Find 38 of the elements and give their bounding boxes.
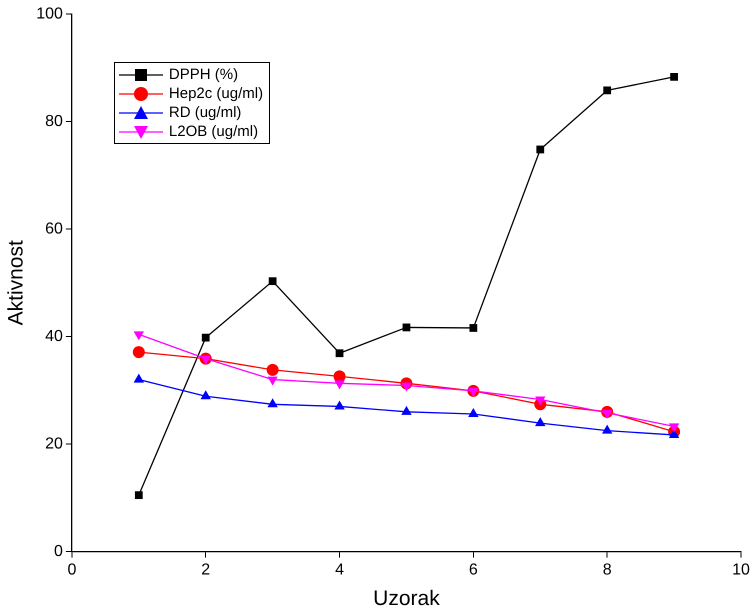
x-tick-label: 2 bbox=[201, 562, 210, 579]
point bbox=[670, 73, 678, 81]
point bbox=[134, 331, 144, 340]
point bbox=[668, 423, 680, 432]
y-axis-title: Aktivnost bbox=[4, 240, 28, 326]
x-tick-label: 6 bbox=[468, 562, 478, 579]
point bbox=[202, 334, 210, 342]
legend-label: DPPH (%) bbox=[168, 65, 238, 84]
point bbox=[336, 349, 344, 358]
y-tick-label: 60 bbox=[45, 220, 63, 238]
point bbox=[268, 277, 277, 286]
point bbox=[334, 380, 345, 390]
point bbox=[603, 86, 612, 94]
point bbox=[267, 376, 278, 386]
point bbox=[266, 364, 279, 376]
y-tick-label: 40 bbox=[45, 328, 63, 345]
x-tick-label: 4 bbox=[335, 562, 344, 579]
point bbox=[200, 356, 211, 365]
y-tick-label: 80 bbox=[45, 112, 63, 130]
point bbox=[535, 396, 546, 406]
point bbox=[469, 324, 478, 332]
point bbox=[602, 410, 612, 419]
x-tick-label: 10 bbox=[732, 562, 750, 579]
legend-label: RD (ug/ml) bbox=[168, 103, 242, 122]
legend-label: L2OB (ug/ml) bbox=[168, 122, 258, 141]
y-tick-label: 0 bbox=[54, 543, 63, 560]
point bbox=[132, 346, 145, 358]
legend-label: Hep2c (ug/ml) bbox=[168, 84, 264, 103]
x-tick-label: 0 bbox=[67, 562, 76, 579]
point bbox=[401, 382, 412, 392]
point bbox=[536, 146, 544, 154]
x-axis-title: Uzorak bbox=[373, 587, 440, 610]
point bbox=[402, 324, 410, 332]
point bbox=[468, 388, 479, 397]
x-tick-label: 8 bbox=[602, 562, 612, 579]
y-tick-label: 100 bbox=[36, 5, 63, 22]
point bbox=[134, 491, 143, 500]
y-tick-label: 20 bbox=[45, 435, 63, 452]
